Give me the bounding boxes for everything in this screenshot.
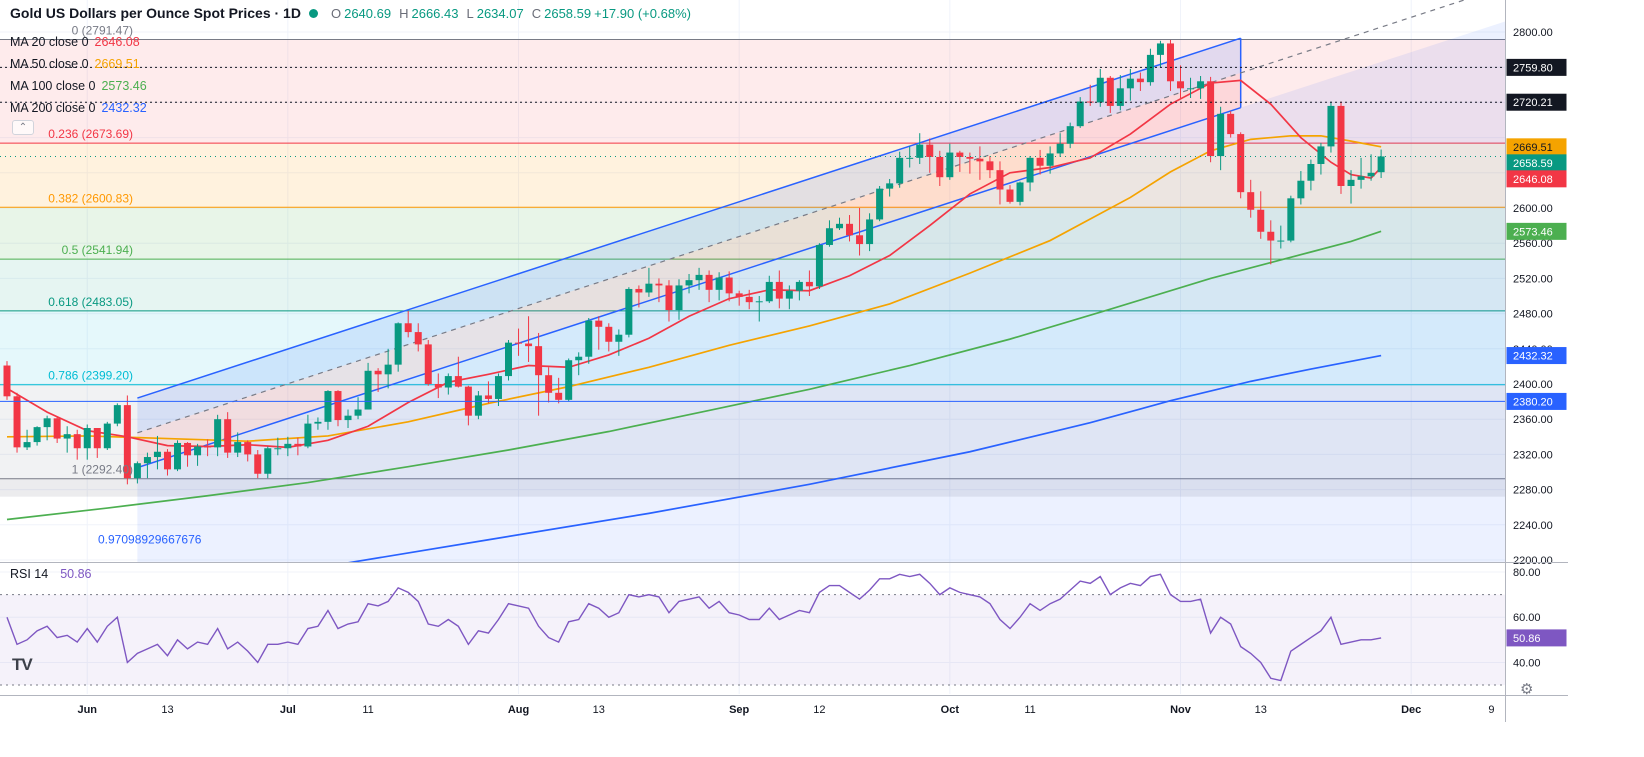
channel-lower-fill	[137, 72, 1241, 468]
high-label: H	[399, 5, 409, 21]
rsi-indicator-legend[interactable]: RSI 14 50.86	[10, 567, 92, 581]
price-badge	[1506, 58, 1567, 76]
symbol-header: Gold US Dollars per Ounce Spot Prices · …	[10, 5, 691, 21]
fib-level-label: 0.236 (2673.69)	[48, 127, 133, 141]
svg-text:2520.00: 2520.00	[1513, 273, 1553, 285]
channel-below-fill	[137, 21, 1505, 562]
collapse-indicators-button[interactable]: ⌃	[12, 120, 34, 135]
price-badge	[1506, 93, 1567, 111]
fib-level-label: 0.97098929667676	[98, 533, 202, 547]
fib-level-label: 0.5 (2541.94)	[62, 243, 133, 257]
svg-text:2658.59: 2658.59	[1513, 158, 1553, 170]
rsi-value: 50.86	[60, 567, 92, 581]
time-axis: Jun 13 Jul 11 Aug 13 Sep 12 Oct 11 Nov 13 Dec 9	[77, 704, 1494, 716]
open-value: 2640.69	[344, 5, 392, 21]
fib-band	[0, 384, 1505, 479]
time-tick-label: Aug	[508, 704, 529, 716]
price-badge	[1506, 154, 1567, 172]
svg-text:2759.80: 2759.80	[1513, 62, 1553, 74]
indicator-ma100[interactable]: MA 100 close 0 2573.46	[10, 79, 147, 93]
price-axis: 2800.002600.002560.002520.002480.002440.…	[1506, 27, 1567, 669]
rsi-band	[0, 594, 1505, 686]
price-badge	[1506, 392, 1567, 410]
svg-text:2280.00: 2280.00	[1513, 485, 1553, 497]
rsi-badge	[1506, 629, 1567, 647]
rsi-pane	[0, 563, 1505, 694]
time-tick-label: 12	[813, 704, 825, 716]
svg-text:2573.46: 2573.46	[1513, 226, 1553, 238]
fib-level-label: 0 (2791.47)	[72, 24, 133, 38]
main-price-pane: 0 (2791.47) 0.236 (2673.69) 0.382 (2600.83…	[0, 0, 1505, 562]
price-badge	[1506, 138, 1567, 156]
indicator-ma50[interactable]: MA 50 close 0 2669.51	[10, 57, 140, 71]
open-label: O	[330, 5, 342, 21]
high-value: 2666.43	[411, 5, 459, 21]
time-tick-label: 13	[593, 704, 605, 716]
ohlc-readout: O 2640.69 H 2666.43 L 2634.07 C 2658.59 +17.…	[326, 6, 691, 21]
ma-line-200	[348, 354, 1382, 562]
channel-upper-fill	[137, 38, 1241, 433]
svg-text:2600.00: 2600.00	[1513, 203, 1553, 215]
low-value: 2634.07	[476, 5, 524, 21]
svg-text:2646.08: 2646.08	[1513, 174, 1553, 186]
price-badge	[1506, 222, 1567, 240]
channel-upper-line	[137, 37, 1241, 399]
gear-icon[interactable]: ⚙	[1520, 681, 1534, 698]
fib-band	[0, 207, 1505, 260]
svg-text:50.86: 50.86	[1513, 633, 1541, 645]
fib-level-label: 1 (2292.40)	[72, 463, 133, 477]
rsi-label: RSI 14	[10, 567, 49, 581]
price-badge	[1506, 170, 1567, 188]
time-tick-label: 11	[362, 704, 373, 716]
chevron-up-icon: ⌃	[18, 122, 28, 133]
time-tick-label: Oct	[941, 704, 960, 716]
fib-band	[0, 478, 1505, 497]
market-status-dot	[308, 8, 318, 18]
ma-line-100	[6, 230, 1382, 521]
svg-text:40.00: 40.00	[1513, 657, 1541, 669]
time-tick-label: 9	[1488, 704, 1494, 716]
svg-text:2200.00: 2200.00	[1513, 555, 1553, 567]
time-tick-label: 11	[1024, 704, 1035, 716]
svg-text:2400.00: 2400.00	[1513, 379, 1553, 391]
svg-text:60.00: 60.00	[1513, 612, 1541, 624]
tradingview-logo[interactable]: TV	[12, 655, 33, 674]
time-tick-label: Sep	[729, 704, 749, 716]
svg-text:2560.00: 2560.00	[1513, 238, 1553, 250]
price-badge	[1506, 347, 1567, 365]
svg-text:2240.00: 2240.00	[1513, 520, 1553, 532]
close-value: 2658.59	[544, 5, 592, 21]
svg-text:2380.20: 2380.20	[1513, 396, 1553, 408]
rsi-line	[6, 573, 1382, 682]
symbol-title[interactable]: Gold US Dollars per Ounce Spot Prices · …	[10, 5, 301, 21]
svg-text:2720.21: 2720.21	[1513, 97, 1553, 109]
svg-text:80.00: 80.00	[1513, 567, 1541, 579]
fib-level-label: 0.382 (2600.83)	[48, 191, 133, 205]
svg-text:2320.00: 2320.00	[1513, 449, 1553, 461]
fib-level-label: 0.618 (2483.05)	[48, 295, 133, 309]
change-value: +17.90 (+0.68%)	[594, 5, 691, 21]
svg-text:2432.32: 2432.32	[1513, 351, 1553, 363]
time-tick-label: Dec	[1401, 704, 1421, 716]
svg-text:2480.00: 2480.00	[1513, 309, 1553, 321]
indicator-legend: MA 20 close 0 2646.08 MA 50 close 0 2669.5…	[10, 31, 147, 119]
fib-level-label: 0.786 (2399.20)	[48, 369, 133, 383]
svg-text:2669.51: 2669.51	[1513, 142, 1553, 154]
time-tick-label: 13	[161, 704, 173, 716]
time-tick-label: 13	[1255, 704, 1267, 716]
svg-text:2800.00: 2800.00	[1513, 27, 1553, 39]
indicator-ma200[interactable]: MA 200 close 0 2432.32	[10, 101, 147, 115]
fib-band	[0, 310, 1505, 385]
svg-text:2360.00: 2360.00	[1513, 414, 1553, 426]
close-label: C	[531, 5, 542, 21]
low-label: L	[466, 5, 474, 21]
time-tick-label: Jun	[77, 704, 97, 716]
time-tick-label: Nov	[1170, 704, 1192, 716]
indicator-ma20[interactable]: MA 20 close 0 2646.08	[10, 35, 140, 49]
channel-median-line	[137, 0, 1467, 434]
time-tick-label: Jul	[280, 704, 296, 716]
